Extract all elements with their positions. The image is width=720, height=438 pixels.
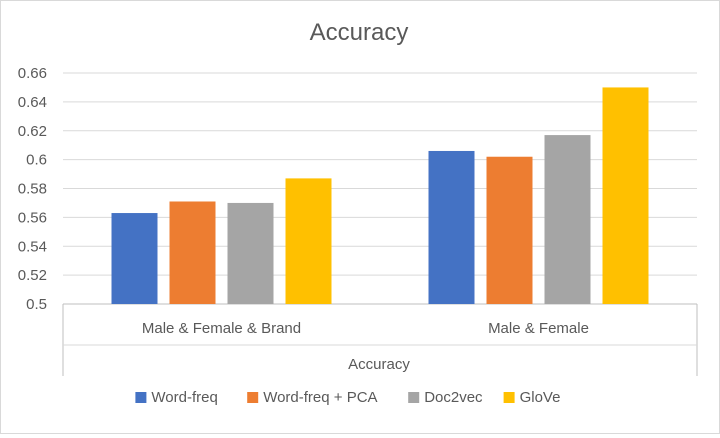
y-tick-label: 0.56 bbox=[18, 209, 47, 226]
legend-swatch bbox=[503, 392, 515, 403]
chart-title: Accuracy bbox=[310, 19, 409, 46]
legend-label: GloVe bbox=[520, 389, 561, 406]
y-tick-label: 0.58 bbox=[18, 181, 47, 198]
x-category-label: Male & Female & Brand bbox=[142, 320, 301, 337]
legend-item: Doc2vec bbox=[408, 389, 483, 406]
y-tick-label: 0.52 bbox=[18, 267, 47, 284]
bar-glove-1 bbox=[602, 87, 649, 304]
legend-label: Word-freq bbox=[151, 389, 217, 406]
legend-item: Word-freq + PCA bbox=[247, 389, 378, 406]
x-axis: Male & Female & Brand Male & Female bbox=[62, 304, 698, 376]
bar-word-freq-1 bbox=[428, 150, 475, 304]
y-tick-label: 0.62 bbox=[18, 123, 47, 140]
legend-swatch bbox=[247, 392, 259, 403]
bar-glove-0 bbox=[285, 178, 332, 304]
legend-swatch bbox=[135, 392, 147, 403]
legend-label: Word-freq + PCA bbox=[263, 389, 377, 406]
bars bbox=[111, 87, 649, 304]
gridlines bbox=[63, 72, 697, 305]
bar-doc2vec-1 bbox=[544, 135, 591, 304]
y-axis-ticks: 0.5 0.52 0.54 0.56 0.58 0.6 0.62 0.64 0.66 bbox=[18, 65, 47, 313]
legend-label: Doc2vec bbox=[424, 389, 483, 406]
bar-word-freq-pca-1 bbox=[486, 156, 533, 304]
legend-item: Word-freq bbox=[135, 389, 218, 406]
y-tick-label: 0.66 bbox=[18, 65, 47, 82]
y-tick-label: 0.6 bbox=[26, 152, 47, 169]
y-tick-label: 0.54 bbox=[18, 238, 47, 255]
y-tick-label: 0.64 bbox=[18, 94, 47, 111]
bar-word-freq-pca-0 bbox=[169, 201, 216, 304]
bar-word-freq-0 bbox=[111, 213, 158, 304]
x-category-label: Male & Female bbox=[488, 320, 589, 337]
legend: Word-freq Word-freq + PCA Doc2vec GloVe bbox=[135, 389, 560, 406]
x-axis-title: Accuracy bbox=[348, 356, 410, 373]
legend-item: GloVe bbox=[503, 389, 561, 406]
y-tick-label: 0.5 bbox=[26, 296, 47, 313]
legend-swatch bbox=[408, 392, 420, 403]
bar-doc2vec-0 bbox=[227, 202, 274, 304]
